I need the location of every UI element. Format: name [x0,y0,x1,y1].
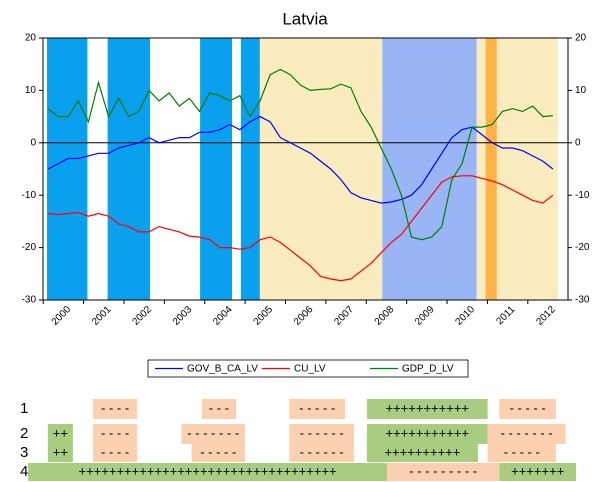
row-label: 1 [20,400,28,417]
y2-tick-label: -20 [575,242,590,253]
y-tick-label: 10 [25,85,37,96]
sign-cell [47,424,73,444]
sign-text: - - - - - [510,400,546,415]
sign-cell [499,463,577,481]
sign-cell [93,399,138,419]
sign-cell [366,444,478,462]
sign-cell [499,399,556,419]
sign-text: - - - - [101,400,129,415]
sign-text: ++++++++++ [384,444,460,459]
y-tick-label: -20 [22,242,37,253]
shaded-region [382,38,477,300]
y2-tick-label: 20 [575,33,587,44]
shaded-region [259,38,383,300]
sign-cell [181,424,245,444]
shaded-region [107,38,151,300]
series-line [47,68,553,241]
plot-frame [42,37,569,301]
row-label: 3 [20,444,28,461]
sign-text: +++++++++++ [386,425,470,440]
shaded-region [476,38,486,300]
legend-box [147,359,469,378]
shaded-region [47,38,88,300]
x-tick-label: 2005 [252,304,276,328]
legend-label: GOV_B_CA_LV [187,364,258,375]
y-tick-label: 0 [30,137,36,148]
sign-cell [289,399,346,419]
x-tick-label: 2000 [50,304,74,328]
sign-text: - - - - - [504,444,540,459]
x-tick-label: 2007 [332,304,356,328]
sign-cell [387,463,500,481]
sign-text: - - - - - [200,444,236,459]
sign-text: ++ [53,425,68,440]
sign-cell [487,444,556,462]
sign-text: +++++++ [511,463,564,478]
x-tick-label: 2008 [373,304,397,328]
sign-cell [93,424,138,444]
x-tick-label: 2003 [171,304,195,328]
sign-text: ++ [53,444,68,459]
sign-cell [289,424,354,444]
sign-text: - - - - - - - [501,425,553,440]
shaded-region [496,38,558,300]
sign-text: - - - - [101,444,129,459]
sign-cell [191,444,245,462]
series-line [47,115,554,204]
sign-cell [289,444,354,462]
x-tick-label: 2011 [494,304,517,327]
sign-cell [93,444,138,462]
sign-text: - - - - - - [300,425,344,440]
shaded-region [485,38,497,300]
x-tick-label: 2006 [292,304,316,328]
x-tick-label: 2010 [454,304,478,328]
sign-cell [201,399,237,419]
sign-text: - - - - - - - - - [409,463,477,478]
sign-cell [47,444,73,462]
series-line [47,175,554,282]
sign-cell [366,399,488,419]
x-tick-label: 2001 [90,304,114,328]
y2-tick-label: 0 [575,137,581,148]
y-tick-label: -30 [22,295,37,306]
sign-text: - - - - - [299,400,335,415]
sign-text: - - - - [101,425,129,440]
legend-label: CU_LV [294,364,326,375]
sign-cell [487,424,566,444]
legend-label: GDP_D_LV [402,364,454,375]
sign-text: - - - [209,400,229,415]
y-tick-label: 20 [25,33,37,44]
x-tick-label: 2012 [534,304,558,328]
sign-text: - - - - - - - [187,425,239,440]
sign-cell [28,463,388,481]
y2-tick-label: 10 [575,85,587,96]
sign-text: - - - - - - [300,444,344,459]
x-tick-label: 2004 [211,304,235,328]
y2-tick-label: -30 [575,295,590,306]
sign-text: +++++++++++ [386,400,470,415]
row-label: 4 [20,463,28,480]
shaded-region [240,38,260,300]
chart-title: Latvia [282,9,328,28]
row-label: 2 [20,425,28,442]
y2-tick-label: -10 [575,190,590,201]
x-tick-label: 2002 [130,304,154,328]
x-tick-label: 2009 [413,304,437,328]
shaded-region [200,38,232,300]
sign-cell [366,424,488,444]
y-tick-label: -10 [22,190,37,201]
sign-text: ++++++++++++++++++++++++++++++++++ [79,463,337,478]
